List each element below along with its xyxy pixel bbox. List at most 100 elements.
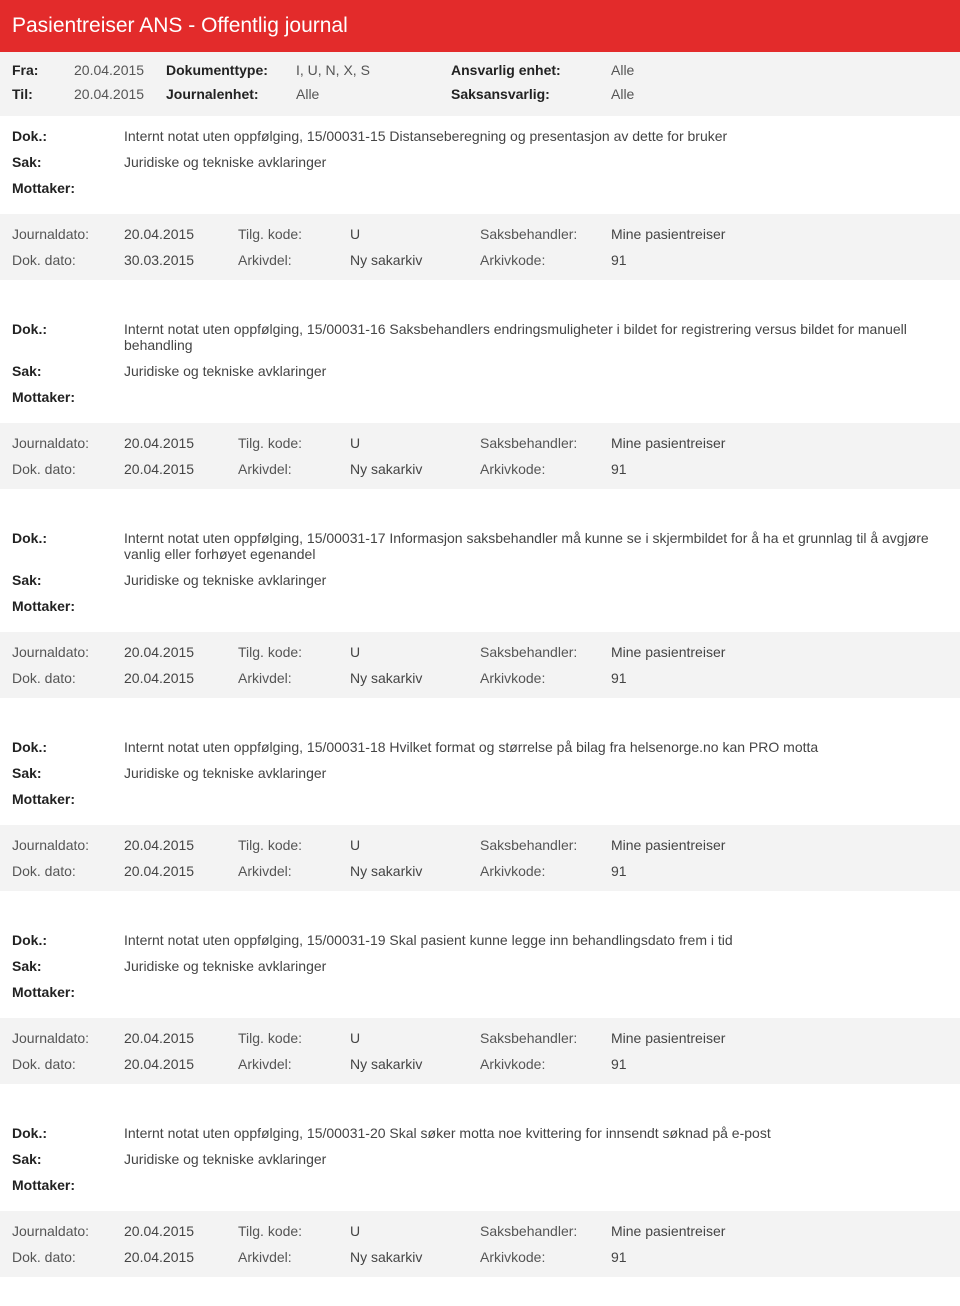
- tilgkode-label: Tilg. kode:: [238, 1030, 350, 1046]
- entry-line: Dok.:Internt notat uten oppfølging, 15/0…: [12, 739, 948, 755]
- dok-label: Dok.:: [12, 530, 124, 562]
- mottaker-value: [124, 389, 948, 405]
- journaldato-label: Journaldato:: [12, 644, 124, 660]
- dok-label: Dok.:: [12, 321, 124, 353]
- meta-row: Journaldato:20.04.2015Tilg. kode:USaksbe…: [12, 226, 948, 242]
- til-label: Til:: [12, 86, 74, 102]
- tilgkode-label: Tilg. kode:: [238, 226, 350, 242]
- dokdato-value: 20.04.2015: [124, 1249, 238, 1265]
- arkivkode-label: Arkivkode:: [480, 461, 611, 477]
- entry-top: Dok.:Internt notat uten oppfølging, 15/0…: [0, 920, 960, 1018]
- entry-line: Sak:Juridiske og tekniske avklaringer: [12, 363, 948, 379]
- dok-value: Internt notat uten oppfølging, 15/00031-…: [124, 932, 948, 948]
- tilgkode-value: U: [350, 226, 480, 242]
- arkivkode-label: Arkivkode:: [480, 1056, 611, 1072]
- meta-row: Journaldato:20.04.2015Tilg. kode:USaksbe…: [12, 837, 948, 853]
- journaldato-label: Journaldato:: [12, 226, 124, 242]
- dokumenttype-value: I, U, N, X, S: [296, 62, 451, 78]
- entry-meta: Journaldato:20.04.2015Tilg. kode:USaksbe…: [0, 214, 960, 280]
- tilgkode-value: U: [350, 1030, 480, 1046]
- meta-row: Dok. dato:30.03.2015Arkivdel:Ny sakarkiv…: [12, 252, 948, 268]
- meta-row: Journaldato:20.04.2015Tilg. kode:USaksbe…: [12, 435, 948, 451]
- dok-value: Internt notat uten oppfølging, 15/00031-…: [124, 1125, 948, 1141]
- journaldato-value: 20.04.2015: [124, 837, 238, 853]
- journaldato-value: 20.04.2015: [124, 1223, 238, 1239]
- mottaker-label: Mottaker:: [12, 1177, 124, 1193]
- dokumenttype-label: Dokumenttype:: [166, 62, 296, 78]
- journaldato-value: 20.04.2015: [124, 435, 238, 451]
- mottaker-value: [124, 1177, 948, 1193]
- dok-value: Internt notat uten oppfølging, 15/00031-…: [124, 530, 948, 562]
- dokdato-value: 20.04.2015: [124, 461, 238, 477]
- saksbehandler-value: Mine pasientreiser: [611, 435, 725, 451]
- saksbehandler-label: Saksbehandler:: [480, 1223, 611, 1239]
- dok-label: Dok.:: [12, 932, 124, 948]
- journal-entry: Dok.:Internt notat uten oppfølging, 15/0…: [0, 1113, 960, 1306]
- journal-entry: Dok.:Internt notat uten oppfølging, 15/0…: [0, 920, 960, 1113]
- arkivkode-label: Arkivkode:: [480, 252, 611, 268]
- mottaker-value: [124, 791, 948, 807]
- journaldato-value: 20.04.2015: [124, 1030, 238, 1046]
- dok-value: Internt notat uten oppfølging, 15/00031-…: [124, 321, 948, 353]
- mottaker-label: Mottaker:: [12, 389, 124, 405]
- arkivdel-label: Arkivdel:: [238, 670, 350, 686]
- meta-row: Journaldato:20.04.2015Tilg. kode:USaksbe…: [12, 644, 948, 660]
- sak-value: Juridiske og tekniske avklaringer: [124, 572, 948, 588]
- sak-value: Juridiske og tekniske avklaringer: [124, 154, 948, 170]
- entry-meta: Journaldato:20.04.2015Tilg. kode:USaksbe…: [0, 825, 960, 891]
- entry-line: Sak:Juridiske og tekniske avklaringer: [12, 154, 948, 170]
- entry-line: Mottaker:: [12, 180, 948, 196]
- entry-top: Dok.:Internt notat uten oppfølging, 15/0…: [0, 116, 960, 214]
- filter-section: Fra: 20.04.2015 Dokumenttype: I, U, N, X…: [0, 52, 960, 116]
- dokdato-label: Dok. dato:: [12, 252, 124, 268]
- entry-meta: Journaldato:20.04.2015Tilg. kode:USaksbe…: [0, 632, 960, 698]
- journalenhet-value: Alle: [296, 86, 451, 102]
- arkivdel-value: Ny sakarkiv: [350, 1249, 480, 1265]
- entry-line: Mottaker:: [12, 1177, 948, 1193]
- entry-line: Mottaker:: [12, 598, 948, 614]
- arkivkode-label: Arkivkode:: [480, 670, 611, 686]
- entry-line: Mottaker:: [12, 389, 948, 405]
- page-title: Pasientreiser ANS - Offentlig journal: [0, 0, 960, 52]
- mottaker-label: Mottaker:: [12, 598, 124, 614]
- arkivkode-value: 91: [611, 1249, 627, 1265]
- arkivkode-value: 91: [611, 252, 627, 268]
- saksbehandler-value: Mine pasientreiser: [611, 837, 725, 853]
- journal-entry: Dok.:Internt notat uten oppfølging, 15/0…: [0, 116, 960, 309]
- meta-row: Journaldato:20.04.2015Tilg. kode:USaksbe…: [12, 1223, 948, 1239]
- dokdato-value: 20.04.2015: [124, 1056, 238, 1072]
- dokdato-label: Dok. dato:: [12, 863, 124, 879]
- entry-line: Sak:Juridiske og tekniske avklaringer: [12, 958, 948, 974]
- journal-entry: Dok.:Internt notat uten oppfølging, 15/0…: [0, 309, 960, 518]
- entry-line: Dok.:Internt notat uten oppfølging, 15/0…: [12, 530, 948, 562]
- entry-top: Dok.:Internt notat uten oppfølging, 15/0…: [0, 309, 960, 423]
- journaldato-value: 20.04.2015: [124, 644, 238, 660]
- dokdato-label: Dok. dato:: [12, 1056, 124, 1072]
- entry-line: Dok.:Internt notat uten oppfølging, 15/0…: [12, 1125, 948, 1141]
- dokdato-value: 20.04.2015: [124, 670, 238, 686]
- entry-meta: Journaldato:20.04.2015Tilg. kode:USaksbe…: [0, 423, 960, 489]
- fra-value: 20.04.2015: [74, 62, 166, 78]
- mottaker-value: [124, 180, 948, 196]
- arkivkode-value: 91: [611, 863, 627, 879]
- fra-label: Fra:: [12, 62, 74, 78]
- til-value: 20.04.2015: [74, 86, 166, 102]
- arkivdel-value: Ny sakarkiv: [350, 863, 480, 879]
- saksbehandler-label: Saksbehandler:: [480, 435, 611, 451]
- meta-row: Dok. dato:20.04.2015Arkivdel:Ny sakarkiv…: [12, 461, 948, 477]
- sak-value: Juridiske og tekniske avklaringer: [124, 958, 948, 974]
- arkivdel-label: Arkivdel:: [238, 461, 350, 477]
- entry-line: Mottaker:: [12, 791, 948, 807]
- mottaker-label: Mottaker:: [12, 791, 124, 807]
- saksbehandler-label: Saksbehandler:: [480, 837, 611, 853]
- entry-top: Dok.:Internt notat uten oppfølging, 15/0…: [0, 518, 960, 632]
- arkivdel-value: Ny sakarkiv: [350, 461, 480, 477]
- saksbehandler-value: Mine pasientreiser: [611, 1030, 725, 1046]
- entry-line: Dok.:Internt notat uten oppfølging, 15/0…: [12, 932, 948, 948]
- dok-label: Dok.:: [12, 128, 124, 144]
- dokdato-label: Dok. dato:: [12, 1249, 124, 1265]
- mottaker-value: [124, 598, 948, 614]
- entry-line: Mottaker:: [12, 984, 948, 1000]
- sak-value: Juridiske og tekniske avklaringer: [124, 363, 948, 379]
- arkivkode-label: Arkivkode:: [480, 863, 611, 879]
